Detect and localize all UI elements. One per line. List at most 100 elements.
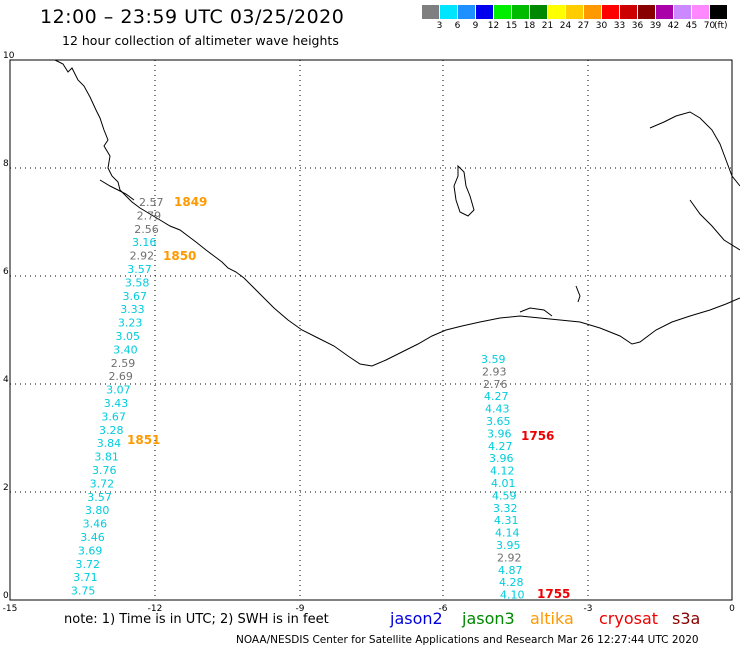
legend-swatch [548,5,565,19]
y-tick-label: 4 [3,375,9,385]
pass-time-label: 1755 [537,587,570,601]
wave-height-label: 3.72 [76,558,101,571]
x-tick-label: -12 [148,604,163,614]
wave-height-label: 3.46 [80,531,105,544]
wave-height-label: 4.43 [485,403,510,416]
legend-label: 15 [505,21,518,31]
x-tick-label: 0 [729,604,735,614]
legend-swatch [674,5,691,19]
wave-height-label: 3.96 [489,452,514,465]
wave-height-label: 3.67 [101,410,126,423]
wave-height-label: 4.59 [492,489,517,502]
lake-outline [575,285,581,303]
wave-height-label: 3.07 [106,384,131,397]
plot-frame [9,59,733,601]
wave-height-label: 2.69 [108,370,133,383]
legend-swatch [530,5,547,19]
pass-time-label: 1756 [521,429,554,443]
legend-label: 3 [436,21,443,31]
wave-height-label: 3.46 [83,518,108,531]
x-tick-label: -6 [439,604,448,614]
island [453,164,475,217]
wave-height-label: 3.40 [113,343,137,356]
wave-height-label: 4.14 [495,527,520,540]
wave-height-label: 2.56 [134,223,159,236]
wave-height-label: 2.92 [497,551,522,564]
wave-height-label: 3.96 [487,427,512,440]
legend-label: 39 [649,21,662,31]
wave-height-label: 3.80 [85,504,110,517]
legend-label: 30 [595,21,608,31]
legend-label: 36 [631,21,644,31]
legend-swatch [602,5,619,19]
wave-height-label: 3.05 [116,330,141,343]
wave-height-label: 4.87 [498,564,523,577]
wave-height-label: 3.32 [493,502,518,515]
satellite-label: jason3 [462,609,515,628]
wave-height-label: 3.58 [125,276,149,289]
legend-swatch [494,5,511,19]
wave-height-label: 2.79 [137,209,162,222]
legend-label: 33 [613,21,626,31]
y-tick-label: 6 [3,267,9,277]
wave-height-label: 3.43 [104,397,129,410]
note-text: note: 1) Time is in UTC; 2) SWH is in fe… [64,612,329,627]
legend-swatch [476,5,493,19]
wave-height-label: 4.10 [500,589,525,602]
axis-ticks: -15 -12 -9 -6 -3 0 0 2 4 6 8 10 [3,51,735,614]
wave-height-label: 3.81 [94,451,119,464]
map-subtitle: 12 hour collection of altimeter wave hei… [62,33,339,48]
wave-height-label: 3.59 [481,353,506,366]
gulf-coast [649,111,740,187]
legend-swatch [710,5,727,19]
legend-label: 18 [523,21,536,31]
wave-height-label: 3.71 [73,571,98,584]
legend-swatch [458,5,475,19]
satellite-label: s3a [672,609,701,628]
legend-label: 24 [559,21,572,31]
wave-height-label: 2.76 [483,378,508,391]
y-tick-label: 10 [3,51,15,61]
wave-height-label: 3.69 [78,544,103,557]
legend-swatch [638,5,655,19]
wave-height-label: 3.65 [486,415,511,428]
wave-height-label: 4.31 [494,514,519,527]
pass-time-label: 1849 [174,195,207,209]
time-labels: 1849 1850 1851 1756 1755 [127,195,570,601]
legend-label: 21 [541,21,554,31]
legend-label: 27 [577,21,590,31]
wave-height-label: 3.57 [127,263,152,276]
legend-label: 9 [472,21,479,31]
wave-height-label: 4.28 [499,576,524,589]
satellite-label: cryosat [599,609,659,628]
wave-height-label: 3.23 [118,317,143,330]
y-tick-label: 0 [3,591,9,601]
map-title: 12:00 – 23:59 UTC 03/25/2020 [40,6,345,28]
legend-label: 42 [667,21,680,31]
legend-swatch [620,5,637,19]
wave-height-label: 3.75 [71,585,96,598]
legend-swatch [512,5,529,19]
grid-lines [10,60,732,600]
coastline-north [99,179,135,201]
pass-time-label: 1851 [127,433,160,447]
wave-height-label: 3.67 [123,290,148,303]
wave-height-label: 3.33 [120,303,145,316]
wave-height-label: 3.84 [97,437,122,450]
legend-label: 6 [454,21,461,31]
wave-height-label: 2.92 [130,250,155,263]
bay [519,307,553,317]
wave-height-label: 4.27 [484,390,509,403]
legend-swatch [566,5,583,19]
wave-labels: 2.572.792.563.162.923.573.583.673.333.23… [71,196,525,602]
legend-label: 70 [703,21,716,31]
wave-height-label: 4.27 [488,440,513,453]
x-tick-label: -3 [584,604,593,614]
legend-swatch [440,5,457,19]
satellite-label: altika [530,609,574,628]
legend-swatch [584,5,601,19]
legend-swatch [656,5,673,19]
x-tick-label: -15 [3,604,18,614]
wave-height-label: 2.59 [111,357,136,370]
